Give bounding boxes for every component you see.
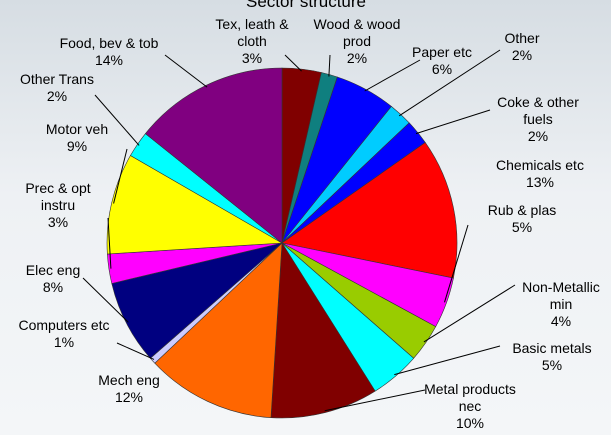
slice-label-non-metallic-min: Non-Metallic min 4% bbox=[522, 279, 600, 329]
leader-line-non-metallic-min bbox=[423, 284, 516, 343]
slice-label-motor-veh: Motor veh 9% bbox=[46, 121, 108, 154]
leader-lines bbox=[82, 49, 516, 412]
pie-slice-motor-veh bbox=[106, 155, 284, 255]
leader-line-metal-products-nec bbox=[324, 389, 426, 412]
slice-label-metal-products-nec: Metal products nec 10% bbox=[424, 381, 516, 431]
pie-slice-food-bev-tob bbox=[144, 67, 283, 244]
slice-label-computers-etc: Computers etc 1% bbox=[18, 317, 109, 350]
slice-label-other-trans: Other Trans 2% bbox=[20, 71, 94, 104]
leader-line-basic-metals bbox=[394, 345, 501, 376]
leader-line-wood-wood-prod bbox=[328, 54, 331, 77]
chart-title: Sector structure bbox=[246, 0, 366, 11]
slice-label-basic-metals: Basic metals 5% bbox=[512, 340, 591, 373]
pie-slice-metal-products-nec bbox=[270, 242, 376, 419]
slice-labels: Tex, leath & cloth 3% Wood & wood prod 2% Pape… bbox=[18, 16, 599, 431]
slice-label-wood-wood-prod: Wood & wood prod 2% bbox=[314, 16, 401, 66]
slice-label-chemicals-etc: Chemicals etc 13% bbox=[496, 157, 584, 190]
slice-label-prec-opt-instru: Prec & opt instru 3% bbox=[25, 180, 90, 230]
leader-line-tex-leath-cloth bbox=[284, 54, 302, 72]
leader-line-food-bev-tob bbox=[164, 54, 208, 88]
leader-line-other-trans bbox=[94, 94, 140, 146]
slice-label-food-bev-tob: Food, bev & tob 14% bbox=[60, 35, 159, 68]
leader-line-other bbox=[398, 49, 501, 117]
leader-line-paper-etc bbox=[364, 59, 421, 92]
pie-slice-mech-eng bbox=[154, 242, 283, 418]
slice-label-mech-eng: Mech eng 12% bbox=[98, 372, 159, 405]
leader-line-elec-eng bbox=[82, 277, 129, 323]
slice-label-tex-leath-cloth: Tex, leath & cloth 3% bbox=[215, 16, 289, 66]
slice-label-rub-plas: Rub & plas 5% bbox=[488, 202, 556, 235]
pie-slices bbox=[106, 67, 458, 419]
leader-line-computers-etc bbox=[116, 342, 155, 360]
leader-line-motor-veh bbox=[113, 148, 128, 204]
leader-line-rub-plas bbox=[444, 224, 469, 303]
leader-line-prec-opt-instru bbox=[107, 217, 112, 269]
slice-label-elec-eng: Elec eng 8% bbox=[26, 262, 80, 295]
slice-label-paper-etc: Paper etc 6% bbox=[412, 44, 472, 77]
leader-line-coke-other-fuels bbox=[415, 109, 491, 135]
slice-label-other: Other 2% bbox=[504, 30, 539, 63]
slice-label-coke-other-fuels: Coke & other fuels 2% bbox=[497, 94, 579, 144]
